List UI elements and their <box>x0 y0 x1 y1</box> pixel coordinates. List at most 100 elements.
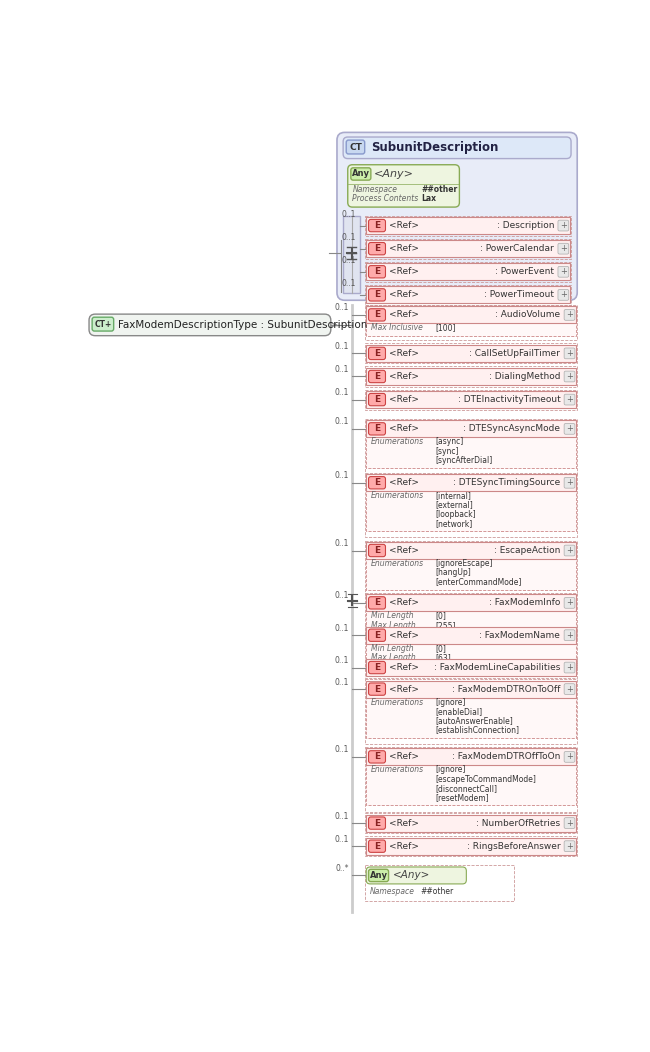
FancyBboxPatch shape <box>369 662 385 673</box>
Bar <box>365 625 577 670</box>
Text: 0..1: 0..1 <box>341 232 356 242</box>
FancyBboxPatch shape <box>558 243 569 255</box>
Text: Lax: Lax <box>422 195 437 203</box>
Text: 0..1: 0..1 <box>335 388 349 398</box>
Text: <Ref>: <Ref> <box>389 290 419 300</box>
Bar <box>366 837 576 854</box>
Text: 0..1: 0..1 <box>341 279 356 288</box>
Text: 0..1: 0..1 <box>335 677 349 687</box>
Text: 0..1: 0..1 <box>335 812 349 821</box>
Text: +: + <box>566 685 573 693</box>
FancyBboxPatch shape <box>564 684 575 694</box>
Text: 0..1: 0..1 <box>335 746 349 754</box>
Text: +: + <box>566 599 573 607</box>
FancyBboxPatch shape <box>369 265 385 278</box>
Text: SubunitDescription: SubunitDescription <box>371 141 499 155</box>
FancyBboxPatch shape <box>369 370 385 383</box>
FancyBboxPatch shape <box>564 751 575 763</box>
Text: [loopback]: [loopback] <box>436 510 476 519</box>
Bar <box>365 239 571 259</box>
Text: Enumerations: Enumerations <box>371 697 424 707</box>
Text: <Ref>: <Ref> <box>389 631 419 640</box>
FancyBboxPatch shape <box>564 817 575 829</box>
Text: +: + <box>566 396 573 404</box>
Text: <Ref>: <Ref> <box>389 244 419 254</box>
Text: [hangUp]: [hangUp] <box>436 568 471 578</box>
FancyBboxPatch shape <box>369 393 385 406</box>
FancyBboxPatch shape <box>564 598 575 608</box>
Text: 0..1: 0..1 <box>335 656 349 665</box>
Text: : DTESyncAsyncMode: : DTESyncAsyncMode <box>463 424 560 433</box>
Text: +: + <box>566 349 573 358</box>
Bar <box>365 366 577 386</box>
FancyBboxPatch shape <box>369 220 385 231</box>
Text: 0..1: 0..1 <box>341 209 356 219</box>
Text: 0..1: 0..1 <box>335 365 349 375</box>
Text: 0..1: 0..1 <box>341 256 356 265</box>
Text: <Ref>: <Ref> <box>389 842 419 851</box>
Text: +: + <box>566 546 573 555</box>
Bar <box>366 474 576 491</box>
Text: FaxModemDescriptionType : SubunitDescription: FaxModemDescriptionType : SubunitDescrip… <box>118 320 368 330</box>
FancyBboxPatch shape <box>369 544 385 557</box>
FancyBboxPatch shape <box>348 165 460 207</box>
Bar <box>366 559 576 590</box>
FancyBboxPatch shape <box>564 841 575 851</box>
Text: [enterCommandMode]: [enterCommandMode] <box>436 578 522 587</box>
Text: E: E <box>374 310 380 320</box>
Text: +: + <box>566 818 573 828</box>
Text: <Ref>: <Ref> <box>389 424 419 433</box>
Text: : FaxModemInfo: : FaxModemInfo <box>489 599 560 607</box>
Text: Namespace: Namespace <box>369 887 414 896</box>
FancyBboxPatch shape <box>564 662 575 673</box>
FancyBboxPatch shape <box>369 347 385 360</box>
FancyBboxPatch shape <box>558 289 569 300</box>
Bar <box>365 813 577 833</box>
Text: <Ref>: <Ref> <box>389 752 419 762</box>
Text: : FaxModemName: : FaxModemName <box>480 631 560 640</box>
FancyBboxPatch shape <box>346 140 365 154</box>
Bar <box>366 644 576 665</box>
Bar <box>366 766 576 806</box>
Bar <box>365 262 571 282</box>
Text: [255]: [255] <box>436 621 456 630</box>
Text: +: + <box>566 372 573 381</box>
Text: Min Length: Min Length <box>371 611 413 621</box>
Text: E: E <box>374 752 380 762</box>
FancyBboxPatch shape <box>369 243 385 255</box>
Bar <box>366 438 576 468</box>
FancyBboxPatch shape <box>369 308 385 321</box>
Bar <box>366 660 576 676</box>
Text: +: + <box>560 244 567 254</box>
Text: : FaxModemLineCapabilities: : FaxModemLineCapabilities <box>434 663 560 672</box>
Text: E: E <box>374 546 380 555</box>
Text: <Ref>: <Ref> <box>389 349 419 358</box>
Text: Namespace: Namespace <box>352 185 397 194</box>
Text: [100]: [100] <box>436 323 456 332</box>
Bar <box>365 389 577 409</box>
Bar <box>366 491 576 531</box>
Text: E: E <box>374 221 380 230</box>
FancyBboxPatch shape <box>564 545 575 555</box>
Text: <Ref>: <Ref> <box>389 663 419 672</box>
Bar <box>366 323 576 336</box>
Text: [0]: [0] <box>436 644 447 653</box>
Text: Enumerations: Enumerations <box>371 491 424 501</box>
Bar <box>366 217 569 234</box>
Text: Max Inclusive: Max Inclusive <box>371 323 422 332</box>
Bar <box>366 748 576 766</box>
Bar <box>365 216 571 236</box>
Text: <Any>: <Any> <box>393 870 430 881</box>
Bar <box>366 263 569 280</box>
Bar <box>366 306 576 323</box>
Text: : PowerCalendar: : PowerCalendar <box>480 244 554 254</box>
Text: [escapeToCommandMode]: [escapeToCommandMode] <box>436 774 536 784</box>
Text: <Ref>: <Ref> <box>389 221 419 230</box>
FancyBboxPatch shape <box>558 266 569 277</box>
Text: +: + <box>566 842 573 851</box>
FancyBboxPatch shape <box>89 315 331 336</box>
FancyBboxPatch shape <box>564 348 575 359</box>
Text: +: + <box>566 752 573 762</box>
Text: : CallSetUpFailTimer: : CallSetUpFailTimer <box>469 349 560 358</box>
Text: Min Length: Min Length <box>371 644 413 653</box>
